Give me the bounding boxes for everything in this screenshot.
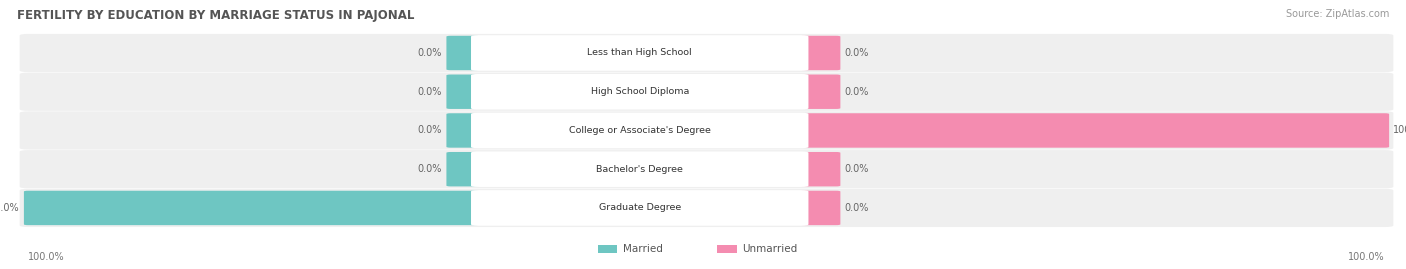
Text: 0.0%: 0.0% <box>418 125 443 136</box>
Text: Bachelor's Degree: Bachelor's Degree <box>596 165 683 174</box>
FancyBboxPatch shape <box>447 152 479 186</box>
Text: 0.0%: 0.0% <box>845 203 869 213</box>
FancyBboxPatch shape <box>20 111 1393 150</box>
Text: 100.0%: 100.0% <box>1348 252 1385 262</box>
FancyBboxPatch shape <box>800 191 841 225</box>
FancyBboxPatch shape <box>471 35 808 71</box>
Text: FERTILITY BY EDUCATION BY MARRIAGE STATUS IN PAJONAL: FERTILITY BY EDUCATION BY MARRIAGE STATU… <box>17 9 415 22</box>
Text: High School Diploma: High School Diploma <box>591 87 689 96</box>
FancyBboxPatch shape <box>800 36 841 70</box>
FancyBboxPatch shape <box>20 150 1393 188</box>
FancyBboxPatch shape <box>447 113 479 148</box>
FancyBboxPatch shape <box>447 75 479 109</box>
FancyBboxPatch shape <box>20 73 1393 111</box>
FancyBboxPatch shape <box>24 191 479 225</box>
Text: Source: ZipAtlas.com: Source: ZipAtlas.com <box>1285 9 1389 19</box>
FancyBboxPatch shape <box>598 245 617 253</box>
Text: 0.0%: 0.0% <box>418 87 443 97</box>
FancyBboxPatch shape <box>20 34 1393 72</box>
FancyBboxPatch shape <box>471 74 808 109</box>
FancyBboxPatch shape <box>471 113 808 148</box>
Text: 0.0%: 0.0% <box>845 48 869 58</box>
FancyBboxPatch shape <box>717 245 737 253</box>
Text: Graduate Degree: Graduate Degree <box>599 203 681 213</box>
Text: 0.0%: 0.0% <box>845 164 869 174</box>
Text: Less than High School: Less than High School <box>588 48 692 58</box>
Text: Unmarried: Unmarried <box>742 244 797 254</box>
FancyBboxPatch shape <box>471 151 808 187</box>
Text: 0.0%: 0.0% <box>418 164 443 174</box>
FancyBboxPatch shape <box>800 75 841 109</box>
Text: Married: Married <box>623 244 662 254</box>
FancyBboxPatch shape <box>471 190 808 226</box>
Text: College or Associate's Degree: College or Associate's Degree <box>569 126 710 135</box>
Text: 100.0%: 100.0% <box>28 252 65 262</box>
Text: 100.0%: 100.0% <box>0 203 20 213</box>
FancyBboxPatch shape <box>20 189 1393 227</box>
FancyBboxPatch shape <box>800 152 841 186</box>
FancyBboxPatch shape <box>800 113 1389 148</box>
FancyBboxPatch shape <box>447 36 479 70</box>
Text: 100.0%: 100.0% <box>1393 125 1406 136</box>
Text: 0.0%: 0.0% <box>845 87 869 97</box>
Text: 0.0%: 0.0% <box>418 48 443 58</box>
